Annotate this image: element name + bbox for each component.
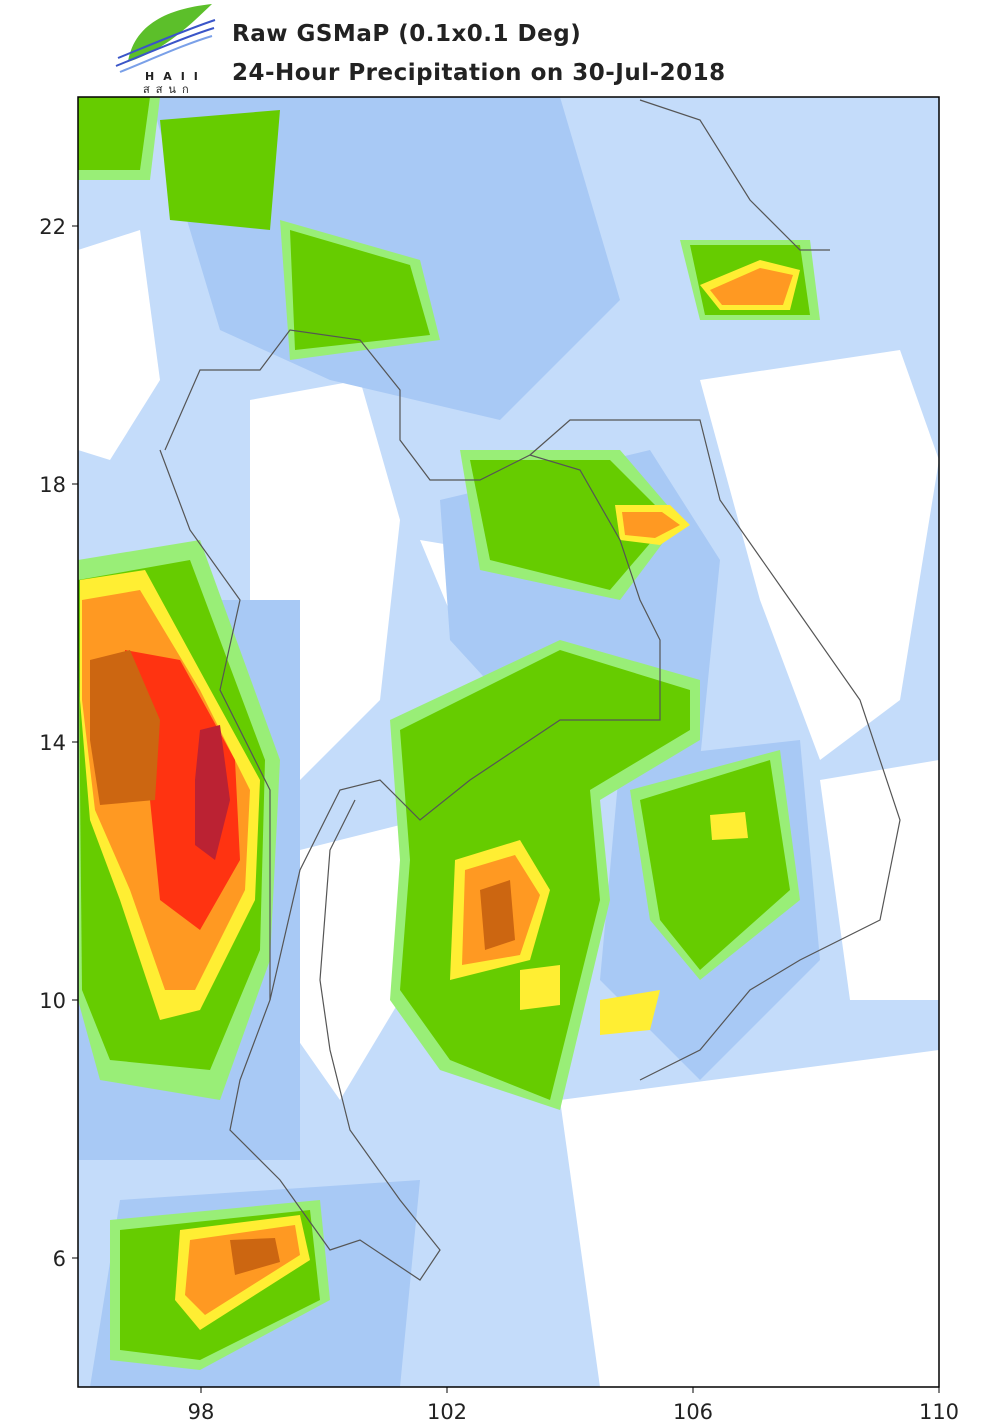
y-tick-label: 10 xyxy=(39,989,66,1013)
chart-title: Raw GSMaP (0.1x0.1 Deg) xyxy=(232,21,581,47)
logo: HAII สสนก xyxy=(115,4,216,96)
x-tick-label: 106 xyxy=(673,1400,713,1424)
y-tick-label: 18 xyxy=(39,473,66,497)
logo-thai: สสนก xyxy=(143,83,195,96)
y-tick-label: 6 xyxy=(53,1247,66,1271)
x-tick-label: 110 xyxy=(919,1400,959,1424)
logo-name: HAII xyxy=(145,70,207,83)
y-tick-label: 14 xyxy=(39,731,66,755)
chart-subtitle: 24-Hour Precipitation on 30-Jul-2018 xyxy=(232,60,726,86)
y-tick-label: 22 xyxy=(39,215,66,239)
x-tick-label: 102 xyxy=(427,1400,467,1424)
x-tick-label: 98 xyxy=(188,1400,215,1424)
precipitation-field xyxy=(78,97,939,1387)
